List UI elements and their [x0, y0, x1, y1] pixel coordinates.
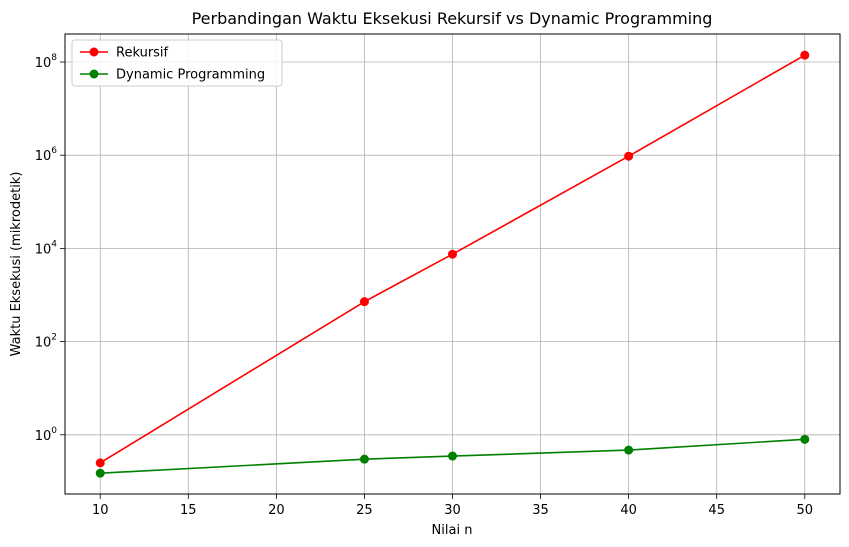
- y-tick-exponent: 2: [51, 333, 57, 343]
- x-tick-label: 25: [356, 503, 373, 518]
- data-point-dynamic-programming: [624, 445, 634, 455]
- data-point-rekursif: [95, 458, 105, 468]
- y-tick-label: 102: [35, 333, 57, 351]
- x-axis-label: Nilai n: [432, 523, 473, 538]
- legend-label-rekursif: Rekursif: [116, 46, 169, 61]
- y-tick-label: 108: [35, 53, 58, 71]
- series-layer: [95, 50, 810, 478]
- legend-swatch-marker-rekursif: [89, 47, 99, 57]
- y-tick-base: 10: [35, 56, 52, 71]
- x-tick-label: 20: [268, 503, 285, 518]
- x-tick-label: 35: [532, 503, 549, 518]
- y-tick-base: 10: [35, 242, 52, 257]
- data-point-rekursif: [800, 50, 810, 60]
- data-point-dynamic-programming: [800, 434, 810, 444]
- legend-box: [71, 39, 283, 87]
- data-point-dynamic-programming: [359, 454, 369, 464]
- data-point-dynamic-programming: [448, 451, 457, 461]
- y-tick-exponent: 6: [51, 146, 57, 156]
- data-point-dynamic-programming: [95, 468, 105, 478]
- y-axis-label: Waktu Eksekusi (mikrodetik): [9, 172, 24, 357]
- y-tick-exponent: 0: [51, 426, 57, 436]
- legend-label-dynamic-programming: Dynamic Programming: [116, 68, 265, 83]
- chart-title: Perbandingan Waktu Eksekusi Rekursif vs …: [192, 9, 713, 28]
- y-tick-base: 10: [35, 336, 52, 351]
- x-tick-label: 30: [444, 503, 461, 518]
- data-point-rekursif: [448, 249, 457, 259]
- legend-swatch-marker-dynamic-programming: [89, 69, 99, 79]
- y-tick-base: 10: [35, 429, 52, 444]
- x-axis: 10 15 20 25 30 35 40 45 50: [92, 494, 813, 518]
- x-tick-label: 15: [180, 503, 197, 518]
- y-tick-exponent: 4: [51, 239, 57, 249]
- grid: [65, 34, 840, 494]
- data-point-rekursif: [624, 151, 634, 161]
- x-tick-label: 50: [796, 503, 813, 518]
- y-tick-label: 106: [35, 146, 58, 164]
- legend: Rekursif Dynamic Programming: [71, 39, 283, 87]
- y-tick-label: 100: [35, 426, 58, 444]
- x-tick-label: 45: [708, 503, 725, 518]
- y-tick-label: 104: [35, 239, 58, 257]
- y-tick-exponent: 8: [51, 53, 57, 63]
- x-tick-label: 40: [620, 503, 637, 518]
- x-tick-label: 10: [92, 503, 109, 518]
- data-point-rekursif: [359, 297, 369, 307]
- y-tick-base: 10: [35, 149, 52, 164]
